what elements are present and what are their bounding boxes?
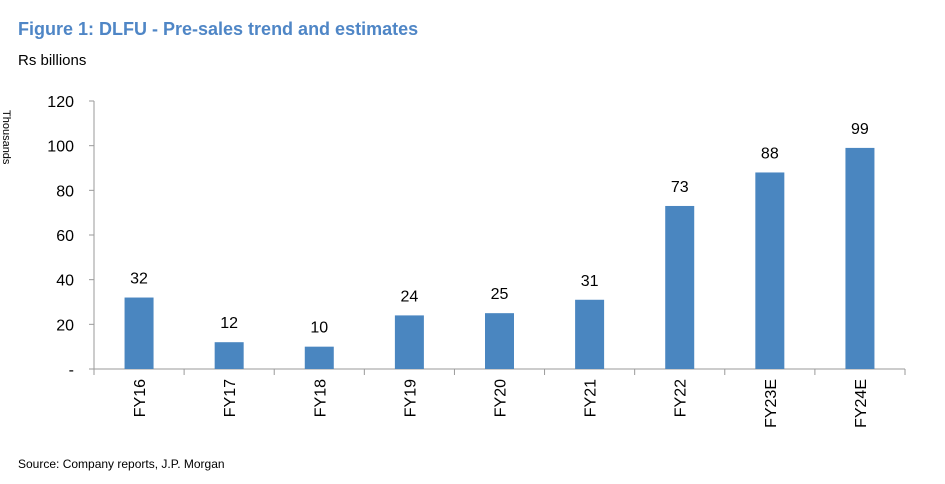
data-label: 10 <box>310 320 328 337</box>
category-label: FY20 <box>493 379 510 417</box>
bar <box>304 346 334 369</box>
data-label: 73 <box>671 179 689 196</box>
figure-title: Figure 1: DLFU - Pre-sales trend and est… <box>18 19 419 39</box>
category-label: FY23E <box>763 379 780 428</box>
data-label: 25 <box>491 286 509 303</box>
category-label: FY22 <box>673 379 690 417</box>
bar <box>755 172 785 369</box>
unit-label: Rs billions <box>18 52 87 69</box>
category-label: FY24E <box>853 379 870 428</box>
y-tick-label: 20 <box>56 317 74 334</box>
category-label: FY16 <box>132 379 149 417</box>
y-tick-label: 120 <box>47 94 74 111</box>
data-label: 24 <box>400 288 418 305</box>
category-label: FY19 <box>402 379 419 417</box>
category-label: FY18 <box>312 379 329 417</box>
data-label: 32 <box>130 271 148 288</box>
y-tick-label: 80 <box>56 183 74 200</box>
source-note: Source: Company reports, J.P. Morgan <box>18 457 225 471</box>
data-label: 31 <box>581 273 599 290</box>
bar <box>214 342 244 369</box>
bar <box>845 147 875 369</box>
y-tick-label: 60 <box>56 228 74 245</box>
data-label: 99 <box>851 121 869 138</box>
y-tick-label: 40 <box>56 273 74 290</box>
category-label: FY21 <box>583 379 600 417</box>
bar <box>394 315 424 369</box>
bar <box>124 297 154 369</box>
data-label: 12 <box>220 315 238 332</box>
y-tick-label: 100 <box>47 139 74 156</box>
bar <box>485 313 514 369</box>
bar <box>575 299 605 369</box>
bar <box>665 205 695 369</box>
data-label: 88 <box>761 145 779 162</box>
category-label: FY17 <box>222 379 239 417</box>
y-tick-label: - <box>69 362 74 379</box>
